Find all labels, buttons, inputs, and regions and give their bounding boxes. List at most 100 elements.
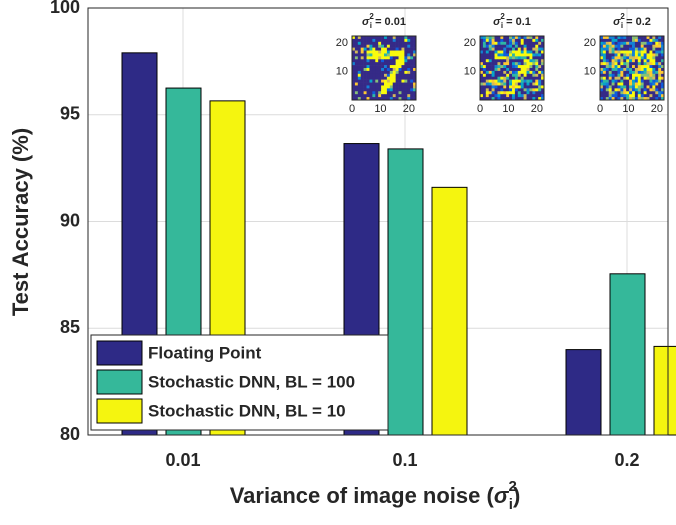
inset-pixel (500, 76, 504, 80)
inset-pixel (352, 85, 356, 89)
inset-pixel (640, 91, 644, 95)
inset-pixel (517, 73, 522, 78)
inset-pixel (600, 91, 604, 95)
inset-pixel (646, 65, 650, 69)
inset-pixel (378, 82, 382, 86)
inset-pixel (655, 44, 659, 48)
inset-pixel (398, 38, 402, 43)
inset-pixel (514, 94, 519, 98)
inset-pixel (497, 41, 501, 46)
inset-pixel (629, 56, 633, 60)
inset-pixel (600, 85, 604, 89)
inset-pixel (614, 62, 618, 66)
inset-pixel (600, 94, 604, 98)
inset-pixel (517, 68, 522, 72)
inset-pixel (608, 94, 612, 98)
inset-pixel (605, 44, 610, 48)
inset-pixel (626, 41, 630, 46)
inset-pixel (480, 88, 484, 92)
inset-pixel (491, 76, 495, 80)
bar (431, 186, 468, 436)
inset-pixel (611, 38, 615, 43)
inset-pixel (632, 36, 636, 40)
inset-pixel (661, 82, 665, 86)
inset-pixel (389, 50, 394, 54)
inset-pixel (381, 70, 385, 75)
inset-pixel (541, 65, 545, 69)
inset-pixel (538, 68, 542, 72)
inset-pixel (509, 38, 513, 43)
inset-pixel (413, 97, 417, 101)
inset-pixel (480, 41, 484, 46)
inset-pixel (623, 56, 627, 60)
inset-pixel (384, 91, 388, 95)
inset-pixel (381, 47, 385, 51)
inset-pixel (512, 91, 516, 95)
inset-pixel (509, 62, 513, 66)
inset-pixel (517, 97, 522, 101)
inset-pixel (360, 41, 364, 46)
inset-pixel (375, 85, 379, 89)
inset-pixel (497, 53, 501, 57)
inset-pixel (384, 68, 388, 72)
inset-pixel (488, 85, 492, 89)
inset-pixel (485, 94, 490, 98)
inset-pixel (497, 85, 501, 89)
inset-pixel (354, 70, 359, 75)
inset-pixel (649, 85, 653, 89)
inset-pixel (652, 94, 656, 98)
inset-pixel (485, 47, 490, 51)
inset-pixel (526, 79, 530, 83)
inset-pixel (500, 91, 504, 95)
inset-pixel (497, 65, 501, 69)
inset-pixel (488, 62, 492, 66)
inset-pixel (623, 65, 627, 69)
inset-pixel (404, 36, 408, 40)
inset-pixel (514, 88, 519, 92)
inset-pixel (491, 94, 495, 98)
inset-pixel (413, 94, 417, 98)
inset-pixel (398, 62, 402, 66)
inset-pixel (354, 56, 359, 60)
inset-pixel (526, 91, 530, 95)
inset-pixel (500, 44, 504, 48)
inset-pixel (517, 79, 522, 83)
inset-pixel (632, 97, 636, 101)
inset-pixel (366, 88, 370, 92)
inset-pixel (646, 76, 650, 80)
inset-pixel (395, 38, 399, 43)
inset-pixel (384, 76, 388, 80)
inset-pixel (378, 53, 382, 57)
inset-pixel (611, 91, 615, 95)
inset-pixel (605, 79, 610, 83)
inset-pixel (532, 59, 536, 63)
inset-pixel (632, 53, 636, 57)
inset-pixel (392, 44, 396, 48)
inset-pixel (352, 73, 356, 78)
inset-title: σ2 i = 0.2 (613, 12, 651, 30)
inset-pixel (480, 65, 484, 69)
inset-pixel (389, 41, 394, 46)
inset-pixel (626, 59, 630, 63)
inset-pixel (535, 41, 539, 46)
inset-pixel (623, 53, 627, 57)
inset-pixel (506, 76, 510, 80)
inset-pixel (395, 73, 399, 78)
inset-pixel (608, 76, 612, 80)
inset-pixel (655, 79, 659, 83)
inset-pixel (485, 88, 490, 92)
inset-pixel (600, 82, 604, 86)
inset-pixel (614, 88, 618, 92)
inset-pixel (605, 50, 610, 54)
inset-pixel (611, 36, 615, 40)
inset-pixel (500, 56, 504, 60)
inset-pixel (401, 56, 405, 60)
inset-pixel (413, 65, 417, 69)
inset-pixel (413, 50, 417, 54)
inset-pixel (514, 79, 519, 83)
inset-pixel (497, 62, 501, 66)
inset-pixel (538, 79, 542, 83)
inset-pixel (661, 91, 665, 95)
inset-pixel (506, 79, 510, 83)
inset-pixel (623, 38, 627, 43)
